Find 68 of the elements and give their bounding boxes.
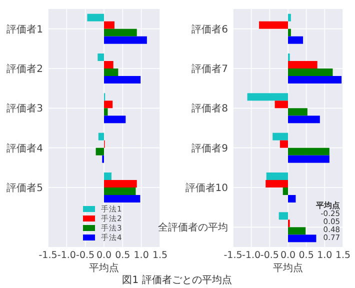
bar — [280, 140, 288, 148]
bar — [104, 188, 136, 195]
bar — [266, 172, 288, 180]
bar — [288, 76, 342, 84]
bar — [98, 54, 104, 61]
bar — [104, 172, 112, 180]
caption: 図1 評価者ごとの平均点 — [122, 274, 232, 286]
bar — [104, 116, 126, 124]
bar — [278, 212, 288, 220]
x-axis-title: 平均点 — [273, 262, 303, 274]
bar — [288, 195, 296, 202]
x-tick-label: 1.0 — [134, 250, 149, 261]
bar — [288, 234, 316, 242]
y-tick-label: 評価者1 — [6, 23, 43, 36]
x-tick-label: -1.5 — [224, 250, 242, 261]
y-tick-label: 評価者7 — [192, 63, 228, 75]
bar — [288, 108, 308, 116]
bar — [104, 36, 147, 44]
x-tick-label: -0.5 — [76, 250, 95, 261]
bar — [104, 100, 113, 108]
bar — [288, 227, 306, 235]
x-tick-label: -1.0 — [57, 250, 76, 261]
bar — [96, 148, 104, 156]
bar — [87, 14, 104, 22]
y-tick-label: 評価者8 — [192, 102, 228, 115]
bar — [104, 68, 118, 76]
bar — [104, 76, 141, 84]
bar — [98, 132, 104, 140]
bar — [104, 108, 108, 116]
x-tick-label: -1.0 — [242, 250, 261, 261]
bar — [104, 195, 140, 202]
x-tick-label: 0.0 — [280, 250, 296, 261]
bar — [288, 14, 291, 22]
bar — [282, 188, 288, 195]
y-tick-label: 評価者4 — [6, 142, 43, 154]
bar — [288, 68, 333, 76]
bar — [104, 28, 137, 36]
y-tick-label: 評価者9 — [192, 142, 228, 154]
x-tick-label: 1.5 — [152, 250, 168, 261]
x-tick-label: 0.0 — [96, 250, 112, 261]
x-tick-label: 0.5 — [115, 250, 130, 261]
bar — [247, 93, 288, 101]
bar — [288, 61, 318, 68]
annotation: 平均点 — [315, 201, 340, 210]
bar — [288, 116, 320, 124]
y-tick-label: 評価者3 — [6, 102, 43, 115]
bar — [104, 180, 137, 188]
bar — [266, 180, 288, 188]
y-tick-label: 評価者10 — [185, 182, 228, 194]
bar — [272, 132, 288, 140]
x-tick-label: 1.0 — [317, 250, 332, 261]
y-tick-label: 評価者5 — [6, 182, 43, 194]
x-tick-label: -1.5 — [38, 250, 58, 261]
x-tick-label: -0.5 — [260, 250, 279, 261]
bar — [288, 155, 330, 163]
bar — [259, 21, 288, 29]
x-axis-title: 平均点 — [89, 262, 119, 274]
y-tick-label: 評価者2 — [6, 63, 43, 75]
bar — [288, 36, 304, 44]
y-tick-label: 評価者6 — [192, 23, 228, 36]
x-tick-label: 1.5 — [335, 250, 351, 261]
x-tick-label: 0.5 — [298, 250, 314, 261]
bar — [288, 148, 330, 156]
bar — [274, 100, 288, 108]
y-tick-label: 全評価者の平均 — [158, 222, 228, 234]
bar — [104, 61, 114, 68]
bar — [104, 21, 114, 29]
bar — [288, 28, 291, 36]
